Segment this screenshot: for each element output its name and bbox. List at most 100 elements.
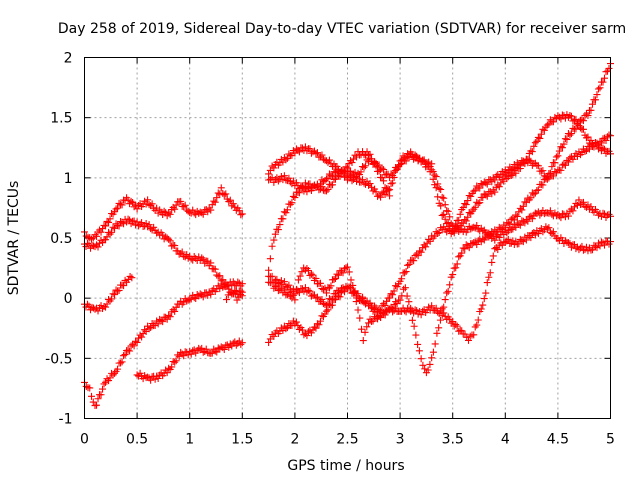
data-point <box>219 283 227 291</box>
chart-title: Day 258 of 2019, Sidereal Day-to-day VTE… <box>58 21 626 37</box>
data-point <box>106 215 114 223</box>
data-point <box>328 172 336 180</box>
data-point <box>291 296 299 304</box>
data-point <box>372 159 380 167</box>
data-point <box>380 177 388 185</box>
data-point <box>375 312 383 320</box>
data-point <box>86 384 94 392</box>
data-point <box>106 374 114 382</box>
data-point <box>482 191 490 199</box>
data-point <box>154 209 162 217</box>
data-point <box>130 217 138 225</box>
data-point <box>384 187 392 195</box>
data-point <box>351 288 359 296</box>
data-point <box>424 366 432 374</box>
data-point <box>199 293 207 301</box>
data-point <box>276 159 284 167</box>
data-point <box>366 299 374 307</box>
data-point <box>103 375 111 383</box>
data-point <box>477 238 485 246</box>
data-point <box>518 237 526 245</box>
data-point <box>584 201 592 209</box>
data-point <box>237 211 245 219</box>
series-arc-i <box>265 143 614 244</box>
data-point <box>315 321 323 329</box>
data-point <box>237 340 245 348</box>
data-point <box>593 208 601 216</box>
data-point <box>597 139 605 147</box>
data-point <box>172 201 180 209</box>
data-point <box>282 156 290 164</box>
data-point <box>503 175 511 183</box>
data-point <box>348 171 356 179</box>
data-point <box>483 192 491 200</box>
data-point <box>114 204 122 212</box>
data-point <box>569 155 577 163</box>
data-point <box>108 228 116 236</box>
data-point <box>501 238 509 246</box>
data-point <box>296 272 304 280</box>
y-tick-label: 1.5 <box>50 111 72 127</box>
data-point <box>528 229 536 237</box>
data-point <box>211 198 219 206</box>
data-point <box>503 169 511 177</box>
data-point <box>322 175 330 183</box>
data-point <box>204 291 212 299</box>
data-point <box>509 165 517 173</box>
data-point <box>103 300 111 308</box>
data-point <box>401 284 409 292</box>
data-point <box>282 282 290 290</box>
data-point <box>504 173 512 181</box>
data-point <box>280 286 288 294</box>
data-point <box>328 301 336 309</box>
y-axis-title: SDTVAR / TECUs <box>6 181 22 296</box>
data-point <box>402 268 410 276</box>
data-point <box>521 219 529 227</box>
data-point <box>325 156 333 164</box>
data-point <box>132 337 140 345</box>
data-point <box>312 150 320 158</box>
data-point <box>596 84 604 92</box>
data-point <box>507 165 515 173</box>
data-point <box>172 303 180 311</box>
data-point <box>165 364 173 372</box>
data-point <box>93 401 101 409</box>
data-point <box>594 85 602 93</box>
data-point <box>462 241 470 249</box>
data-point <box>93 232 101 240</box>
data-point <box>452 321 460 329</box>
data-point <box>142 200 150 208</box>
data-point <box>485 233 493 241</box>
data-point <box>389 171 397 179</box>
data-point <box>273 275 281 283</box>
data-point <box>489 252 497 260</box>
data-point <box>419 361 427 369</box>
data-point <box>100 380 108 388</box>
data-point <box>114 365 122 373</box>
data-point <box>507 171 515 179</box>
data-point <box>266 255 274 263</box>
data-point <box>497 179 505 187</box>
data-point <box>411 306 419 314</box>
data-point <box>365 319 373 327</box>
data-point <box>408 256 416 264</box>
data-point <box>449 227 457 235</box>
data-point <box>560 160 568 168</box>
data-point <box>322 157 330 165</box>
data-point <box>121 351 129 359</box>
data-point <box>554 112 562 120</box>
data-point <box>461 330 469 338</box>
data-point <box>446 213 454 221</box>
data-point <box>322 289 330 297</box>
data-point <box>118 358 126 366</box>
data-point <box>422 243 430 251</box>
data-point <box>165 209 173 217</box>
data-point <box>97 302 105 310</box>
data-point <box>534 162 542 170</box>
data-point <box>396 161 404 169</box>
data-point <box>266 166 274 174</box>
data-point <box>414 340 422 348</box>
data-point <box>561 161 569 169</box>
data-point <box>474 237 482 245</box>
data-point <box>414 252 422 260</box>
